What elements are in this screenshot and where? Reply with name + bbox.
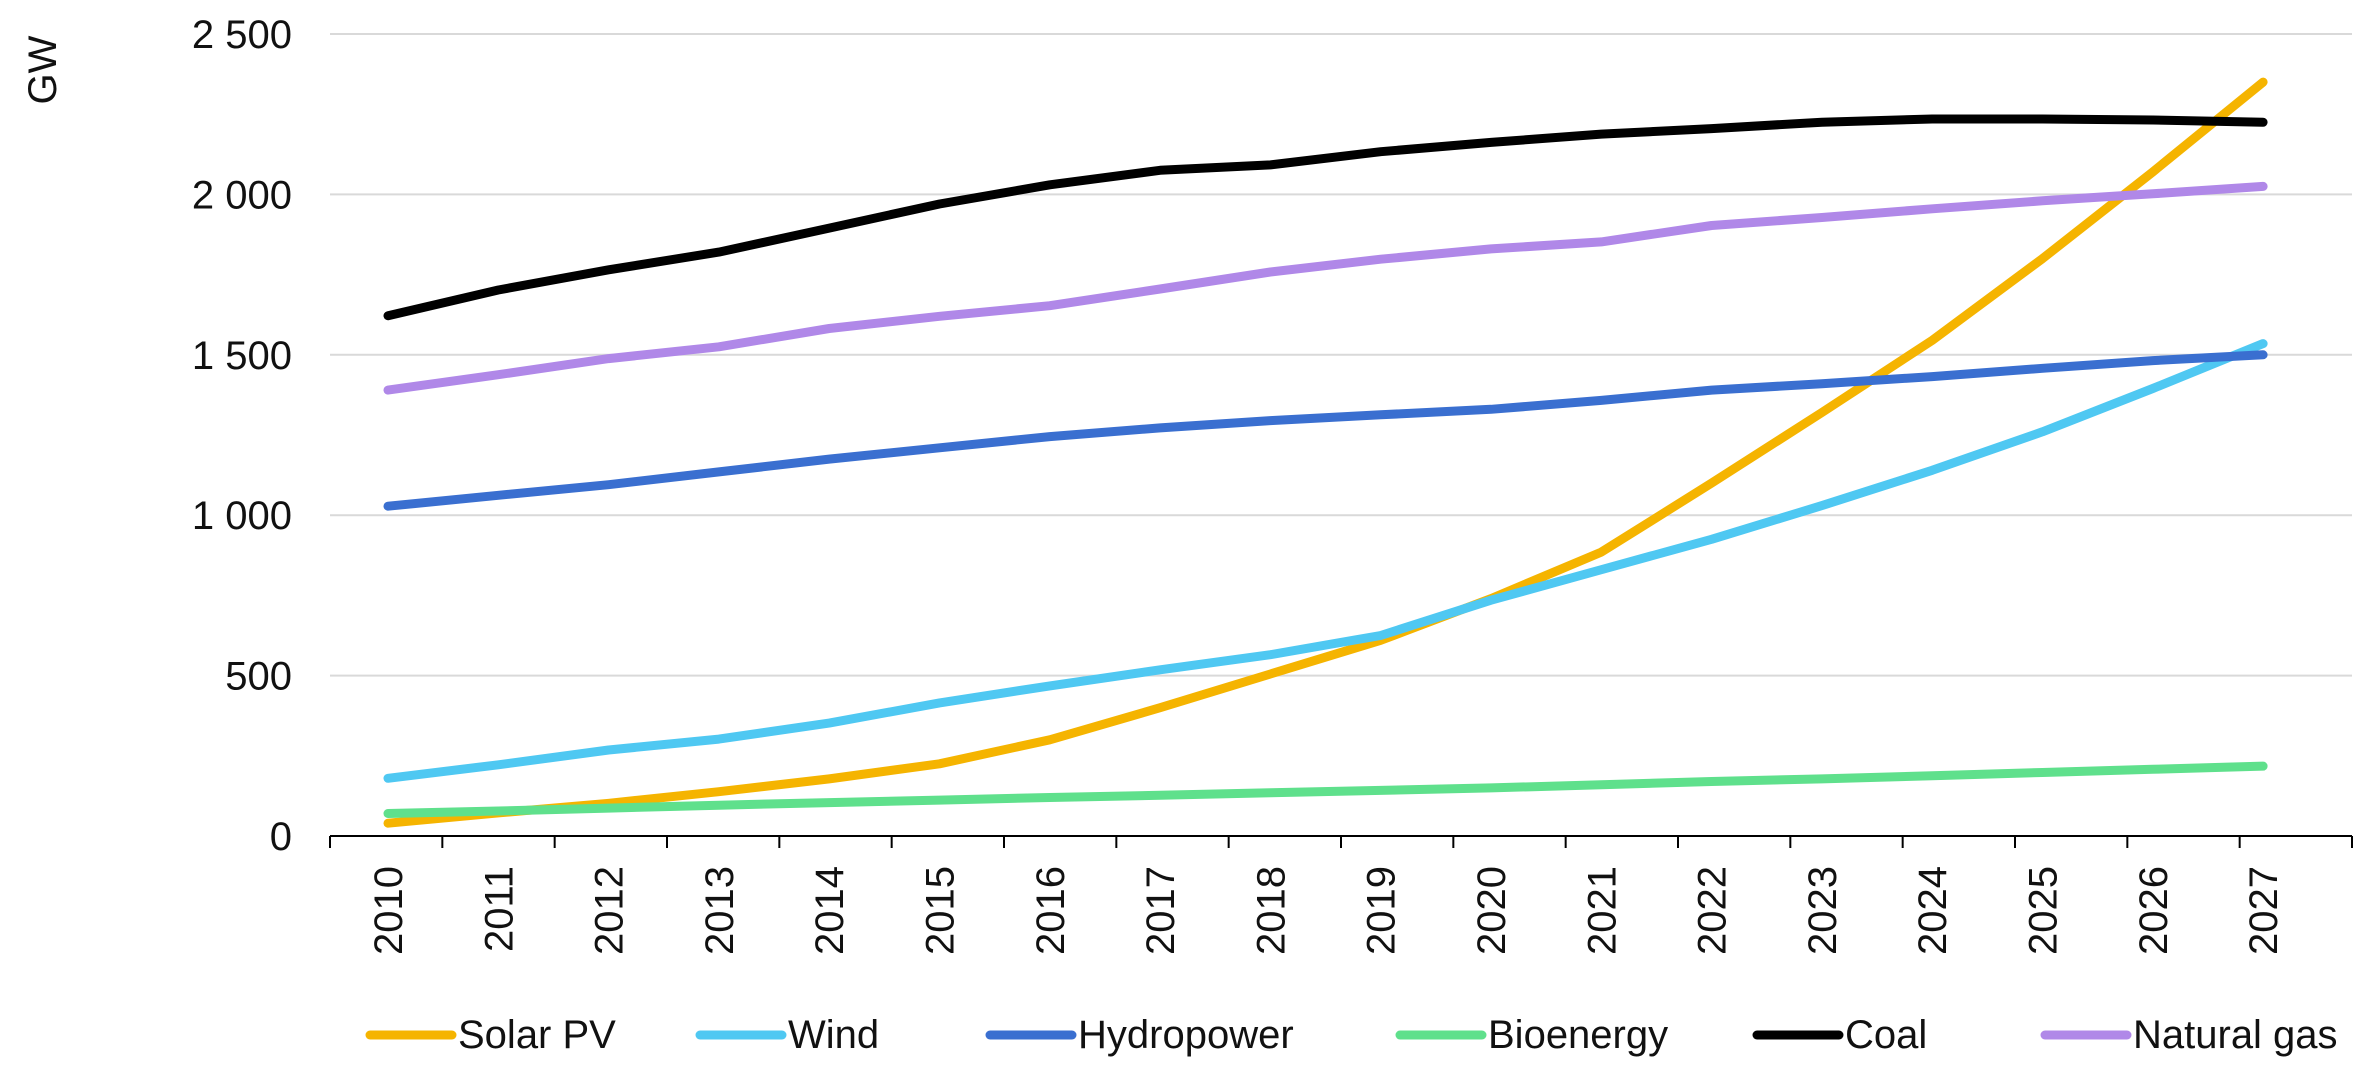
- x-tick-label: 2021: [1580, 866, 1624, 955]
- x-tick-label: 2010: [367, 866, 411, 955]
- y-tick-label: 1 000: [192, 494, 292, 538]
- x-tick-label: 2023: [1801, 866, 1845, 955]
- y-tick-label: 0: [270, 815, 292, 859]
- x-tick-label: 2016: [1029, 866, 1073, 955]
- x-tick-label: 2018: [1249, 866, 1293, 955]
- x-axis-ticks: 2010 2011 2012 2013 2014 2015 2016 2017 2018 2019…: [330, 836, 2352, 955]
- x-tick-label: 2013: [698, 866, 742, 955]
- y-axis-tick-labels: 0 500 1 000 1 500 2 000 2 500: [192, 13, 292, 859]
- y-axis-label: GW: [21, 35, 65, 104]
- x-tick-label: 2026: [2132, 866, 2176, 955]
- x-tick-label: 2014: [808, 866, 852, 955]
- x-tick-label: 2019: [1360, 866, 1404, 955]
- y-tick-label: 2 000: [192, 173, 292, 217]
- legend-label-hydropower: Hydropower: [1078, 1013, 1294, 1057]
- x-tick-label: 2011: [477, 866, 521, 952]
- series-line-hydropower: [388, 355, 2263, 506]
- x-tick-label: 2025: [2022, 866, 2066, 955]
- series-line-bioenergy: [388, 766, 2263, 813]
- x-tick-label: 2015: [919, 866, 963, 955]
- legend-label-coal: Coal: [1845, 1013, 1927, 1057]
- x-tick-label: 2022: [1691, 866, 1735, 955]
- x-tick-label: 2027: [2242, 866, 2286, 955]
- series-lines: [388, 82, 2263, 823]
- legend-label-wind: Wind: [788, 1013, 879, 1057]
- y-tick-label: 1 500: [192, 334, 292, 378]
- legend-label-bioenergy: Bioenergy: [1488, 1013, 1668, 1057]
- series-line-wind: [388, 344, 2263, 779]
- y-tick-label: 500: [225, 655, 292, 699]
- y-tick-label: 2 500: [192, 13, 292, 57]
- x-tick-label: 2024: [1911, 866, 1955, 955]
- series-line-natural-gas: [388, 186, 2263, 390]
- series-line-coal: [388, 119, 2263, 316]
- legend-label-natural-gas: Natural gas: [2133, 1013, 2338, 1057]
- x-tick-label: 2012: [588, 866, 632, 955]
- legend: Solar PV Wind Hydropower Bioenergy Coal Natur…: [370, 1013, 2338, 1057]
- x-tick-label: 2020: [1470, 866, 1514, 955]
- legend-label-solar-pv: Solar PV: [458, 1013, 616, 1057]
- x-tick-label: 2017: [1139, 866, 1183, 955]
